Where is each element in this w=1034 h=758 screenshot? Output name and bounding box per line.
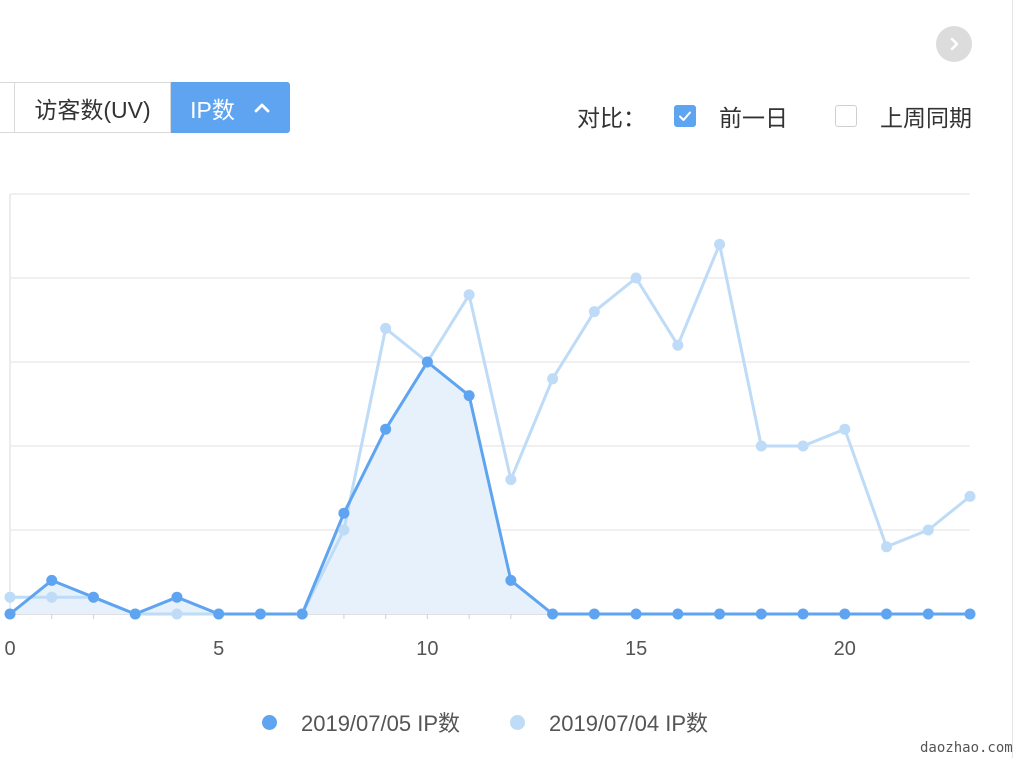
x-tick-label: 20 <box>834 638 856 660</box>
previous-day-label: 前一日 <box>719 105 788 131</box>
series-point-0 <box>630 608 642 620</box>
x-tick-label: 15 <box>625 638 647 660</box>
x-tick-label: 10 <box>416 638 438 660</box>
series-point-1 <box>964 490 976 502</box>
series-point-0 <box>588 608 600 620</box>
series-point-1 <box>463 289 475 301</box>
tab-ip-label: IP数 <box>190 96 235 123</box>
series-point-1 <box>4 591 16 603</box>
series-point-0 <box>296 608 308 620</box>
series-point-0 <box>129 608 141 620</box>
series-points <box>4 238 976 620</box>
series-point-0 <box>213 608 225 620</box>
legend-item-previous[interactable]: 2019/07/04 IP数 <box>510 706 708 738</box>
series-point-1 <box>588 306 600 318</box>
series-point-0 <box>421 356 433 368</box>
series-point-0 <box>4 608 16 620</box>
compare-label: 对比： <box>577 105 646 131</box>
series-point-0 <box>714 608 726 620</box>
series-point-0 <box>338 507 350 519</box>
compare-option-last-week[interactable]: 上周同期 <box>835 99 972 133</box>
series-point-1 <box>714 238 726 250</box>
chart-legend: 2019/07/05 IP数 2019/07/04 IP数 <box>0 704 970 740</box>
checkmark-icon <box>679 111 691 121</box>
series-point-0 <box>87 591 99 603</box>
series-point-1 <box>547 373 559 385</box>
chevron-up-icon[interactable] <box>253 102 271 114</box>
tab-uv-label: 访客数(UV) <box>34 96 151 123</box>
x-tick-label: 0 <box>4 638 15 660</box>
series-point-1 <box>839 423 851 435</box>
legend-label-current: 2019/07/05 IP数 <box>300 711 460 736</box>
series-point-1 <box>380 322 392 334</box>
compare-option-previous-day[interactable]: 前一日 <box>674 99 788 133</box>
previous-day-checkbox[interactable] <box>674 105 696 127</box>
chevron-right-icon <box>950 37 959 51</box>
series-point-0 <box>964 608 976 620</box>
x-tick-label: 5 <box>213 638 224 660</box>
tab-ip[interactable]: IP数 <box>171 82 290 133</box>
series-point-0 <box>463 390 475 402</box>
tab-uv[interactable]: 访客数(UV) <box>14 82 171 133</box>
series-point-0 <box>797 608 809 620</box>
metric-tabs: 访客数(UV) IP数 <box>0 82 290 133</box>
series-point-1 <box>630 272 642 284</box>
last-week-checkbox[interactable] <box>835 105 857 127</box>
series-point-1 <box>797 440 809 452</box>
x-axis: 0 5 10 15 20 <box>4 613 971 660</box>
last-week-label: 上周同期 <box>880 105 972 131</box>
series-point-0 <box>881 608 893 620</box>
panel-right-border <box>1012 0 1013 758</box>
series-point-0 <box>672 608 684 620</box>
series-point-0 <box>547 608 559 620</box>
series-lines <box>9 242 971 616</box>
series-line-0 <box>9 360 970 616</box>
series-point-1 <box>171 608 183 620</box>
series-point-1 <box>672 339 684 351</box>
series-line-1 <box>10 242 971 616</box>
legend-dot-current <box>261 714 277 730</box>
legend-dot-previous <box>510 714 525 730</box>
compare-controls: 对比： 前一日 上周同期 <box>577 96 972 136</box>
series-point-1 <box>338 524 350 536</box>
series-point-0 <box>839 608 851 620</box>
ip-line-chart: 0 5 10 15 20 <box>4 193 976 660</box>
series-point-0 <box>755 608 767 620</box>
next-page-button[interactable] <box>936 26 972 62</box>
legend-item-current[interactable]: 2019/07/05 IP数 <box>261 706 460 738</box>
series-point-1 <box>881 541 893 553</box>
series-point-0 <box>380 423 392 435</box>
series-point-0 <box>505 574 517 586</box>
series-point-0 <box>46 574 58 586</box>
series-point-1 <box>755 440 767 452</box>
tab-previous-partial[interactable] <box>0 82 14 133</box>
series-point-0 <box>254 608 266 620</box>
series-area-0 <box>10 362 970 614</box>
area-fill-layer <box>10 362 970 614</box>
series-point-0 <box>922 608 934 620</box>
series-point-1 <box>505 474 517 486</box>
series-point-1 <box>922 524 934 536</box>
series-point-1 <box>46 591 58 603</box>
series-point-0 <box>171 591 183 603</box>
watermark: daozhao.com <box>920 740 1013 756</box>
legend-label-previous: 2019/07/04 IP数 <box>549 711 709 736</box>
